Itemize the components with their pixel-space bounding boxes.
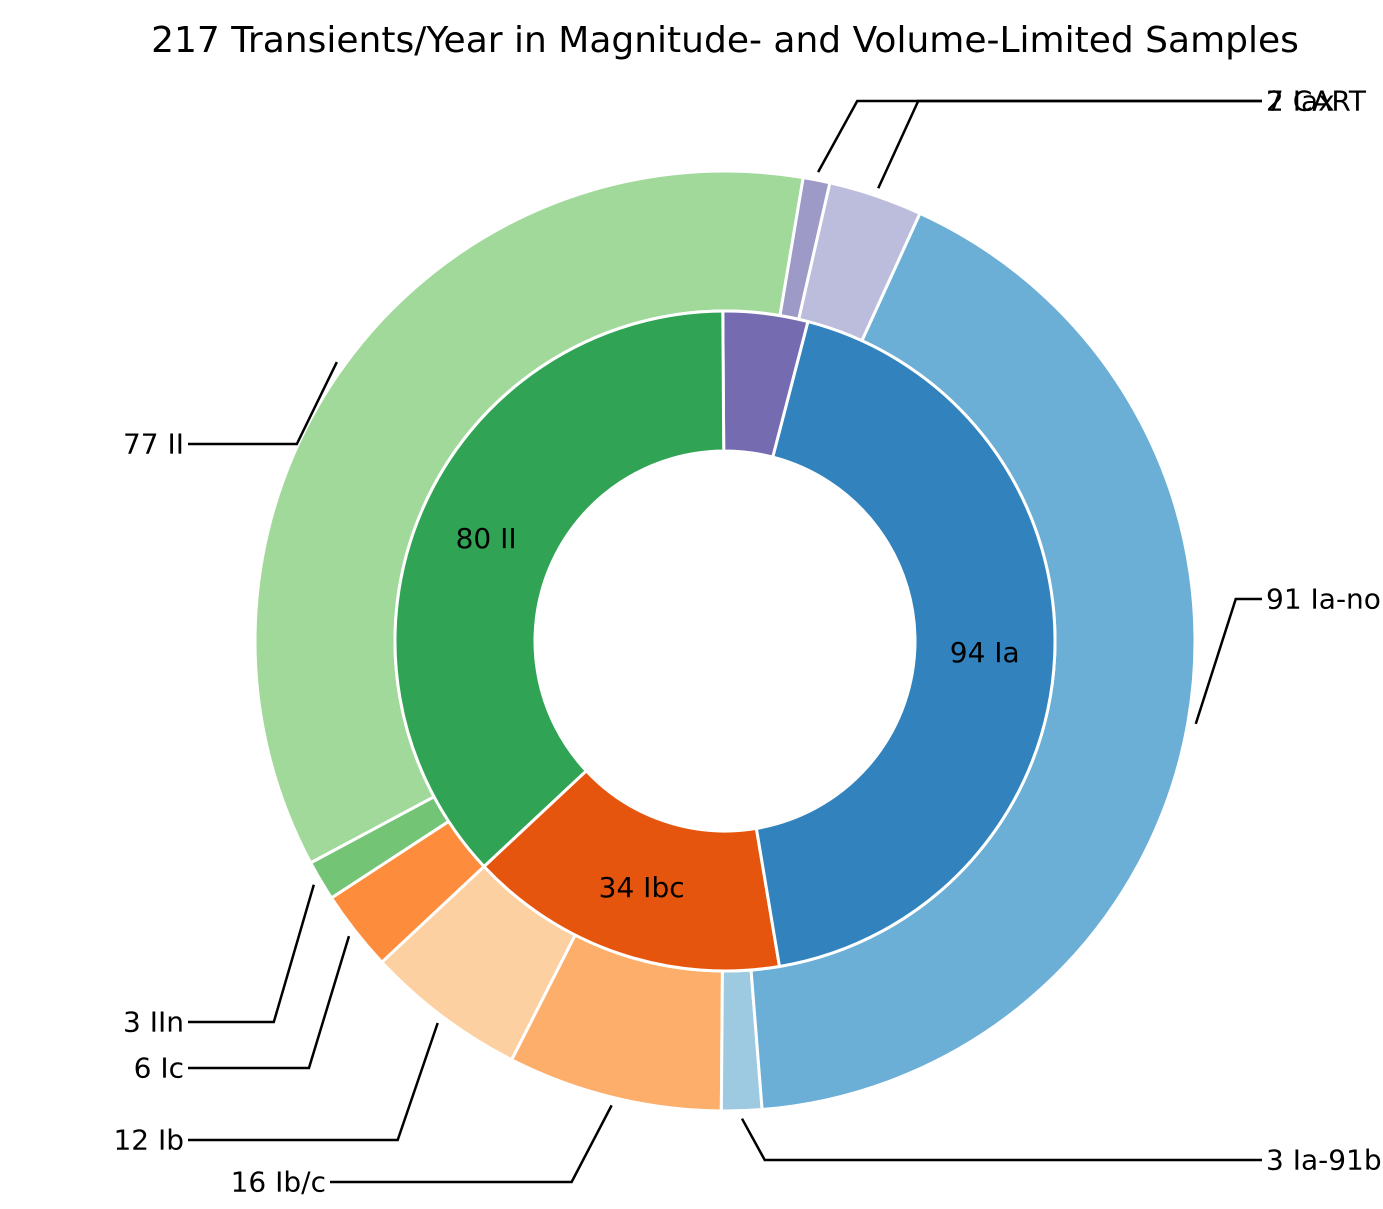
- chart-title: 217 Transients/Year in Magnitude- and Vo…: [151, 20, 1299, 61]
- inner-wedge-94-ia: [754, 319, 1057, 969]
- outer-label-16-ib-c: 16 Ib/c: [231, 1166, 326, 1199]
- outer-label-12-ib: 12 Ib: [113, 1124, 184, 1157]
- outer-label-3-iin: 3 IIn: [123, 1006, 184, 1039]
- inner-wedge-80-ii: [393, 309, 726, 869]
- outer-label-7-iax: 7 Iax: [1266, 85, 1335, 118]
- leader-line-77-ii: [188, 361, 338, 446]
- outer-label-3-ia-91bg: 3 Ia-91bg: [1266, 1144, 1383, 1177]
- outer-label-91-ia-norm: 91 Ia-norm: [1266, 583, 1383, 616]
- inner-wedge-34-ibc: [481, 768, 782, 973]
- outer-label-2-cart: 2 CART: [1266, 85, 1367, 118]
- inner-label-34-ibc: 34 Ibc: [599, 871, 685, 904]
- outer-ring: [253, 169, 1197, 1113]
- inner-label-80-ii: 80 II: [456, 522, 517, 555]
- inner-ring: [393, 309, 1057, 973]
- inner-label-94-ia: 94 Ia: [950, 636, 1020, 669]
- leader-line-91-ia-norm: [1194, 597, 1262, 725]
- inner-labels: 34 Ibc 94 Ia 80 II: [456, 522, 1020, 904]
- leader-line-6-ic: [188, 935, 351, 1070]
- leader-lines: [188, 99, 1262, 1184]
- outer-label-77-ii: 77 II: [123, 428, 184, 461]
- leader-line-12-ib: [188, 1022, 439, 1142]
- leader-line-7-iax: [877, 99, 1262, 189]
- leader-line-2-cart: [817, 99, 1262, 173]
- leader-line-16-ib-c: [330, 1104, 613, 1184]
- leader-line-3-ia-91bg: [740, 1118, 1262, 1162]
- leader-line-3-iin: [188, 884, 316, 1024]
- outer-label-6-ic: 6 Ic: [134, 1052, 184, 1085]
